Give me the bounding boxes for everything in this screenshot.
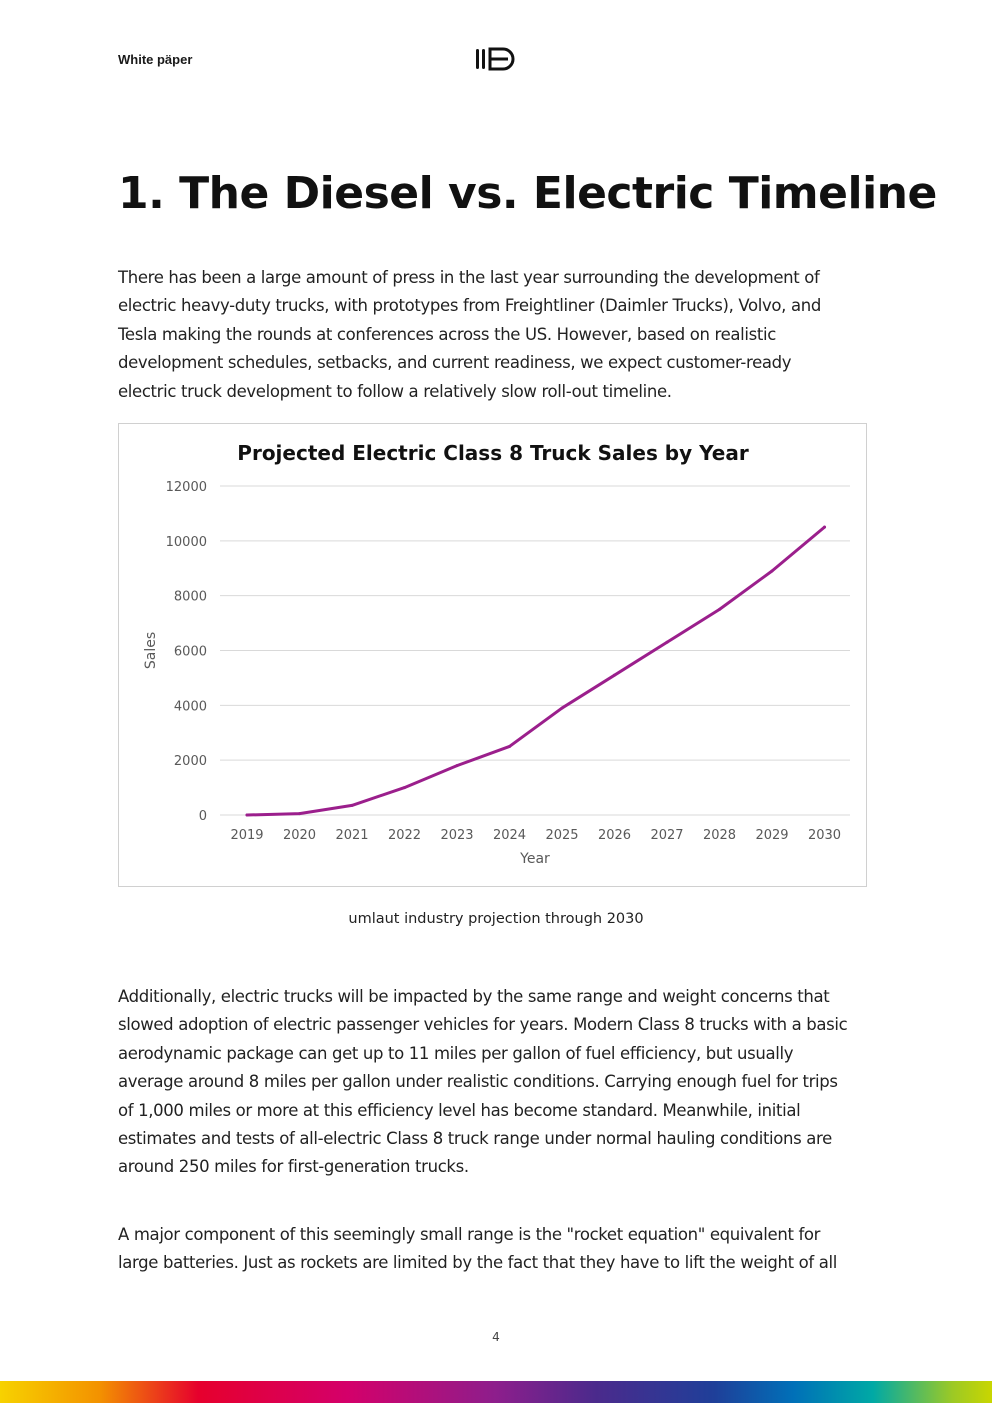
data-point (770, 569, 774, 573)
x-tick-label: 2028 (703, 828, 736, 843)
paragraph-line: development schedules, setbacks, and cur… (118, 353, 792, 373)
data-point (403, 786, 406, 790)
footer-color-bar (0, 1381, 992, 1403)
x-tick-label: 2023 (440, 828, 473, 843)
x-tick-label: 2027 (650, 828, 683, 843)
y-tick-label: 8000 (174, 590, 207, 605)
x-tick-label: 2030 (808, 828, 841, 843)
paragraph-line: around 250 miles for first-generation tr… (118, 1157, 469, 1177)
x-tick-label: 2020 (283, 828, 316, 843)
paragraph-line: electric heavy-duty trucks, with prototy… (118, 296, 821, 316)
figure-caption: umlaut industry projection through 2030 (348, 911, 644, 927)
y-tick-label: 2000 (174, 754, 207, 769)
paragraph-line: Additionally, electric trucks will be im… (118, 987, 830, 1006)
x-axis-label: Year (519, 851, 550, 867)
paragraph-line: estimates and tests of all-electric Clas… (118, 1129, 832, 1149)
data-point (718, 607, 721, 611)
paragraph-line: aerodynamic package can get up to 11 mil… (118, 1043, 794, 1063)
chart-title: Projected Electric Class 8 Truck Sales b… (237, 441, 749, 465)
paragraph-line: Tesla making the rounds at conferences a… (118, 324, 776, 344)
umlaut-logo-icon (474, 46, 516, 76)
y-tick-label: 12000 (166, 480, 207, 495)
x-tick-label: 2021 (335, 828, 368, 843)
body-paragraph-3: A major component of this seemingly smal… (118, 1221, 878, 1278)
x-tick-label: 2022 (388, 828, 421, 843)
x-tick-label: 2026 (598, 828, 631, 843)
paragraph-line: slowed adoption of electric passenger ve… (118, 1015, 848, 1035)
paragraph-line: There has been a large amount of press i… (118, 268, 820, 287)
y-tick-label: 6000 (174, 645, 207, 660)
series-line (245, 525, 826, 817)
data-point (560, 706, 564, 710)
data-point (823, 525, 826, 529)
y-tick-label: 4000 (174, 699, 207, 714)
x-tick-label: 2019 (230, 828, 263, 843)
y-axis-label: Sales (143, 632, 159, 669)
intro-paragraph: There has been a large amount of press i… (118, 264, 878, 406)
document-type-label: White päper (118, 52, 193, 67)
chart-canvas: Projected Electric Class 8 Truck Sales b… (143, 441, 850, 867)
data-point (350, 803, 354, 807)
paragraph-line: electric truck development to follow a r… (118, 381, 672, 401)
x-tick-label: 2029 (755, 828, 788, 843)
x-tick-label: 2024 (493, 828, 526, 843)
y-tick-label: 10000 (166, 535, 207, 550)
data-point (665, 640, 669, 644)
data-point (455, 764, 459, 768)
paragraph-line: of 1,000 miles or more at this efficienc… (118, 1100, 801, 1120)
data-point (613, 673, 616, 677)
y-tick-label: 0 (199, 809, 207, 824)
data-point (508, 744, 511, 748)
data-point (245, 813, 249, 817)
x-tick-label: 2025 (545, 828, 578, 843)
body-paragraph-2: Additionally, electric trucks will be im… (118, 983, 878, 1182)
sales-chart: Projected Electric Class 8 Truck Sales b… (118, 423, 867, 887)
section-title: 1. The Diesel vs. Electric Timeline (118, 168, 937, 219)
data-point (298, 812, 301, 816)
paragraph-line: average around 8 miles per gallon under … (118, 1072, 838, 1092)
page-number: 4 (492, 1330, 500, 1344)
paragraph-line: large batteries. Just as rockets are lim… (118, 1253, 838, 1273)
paragraph-line: A major component of this seemingly smal… (118, 1225, 821, 1244)
